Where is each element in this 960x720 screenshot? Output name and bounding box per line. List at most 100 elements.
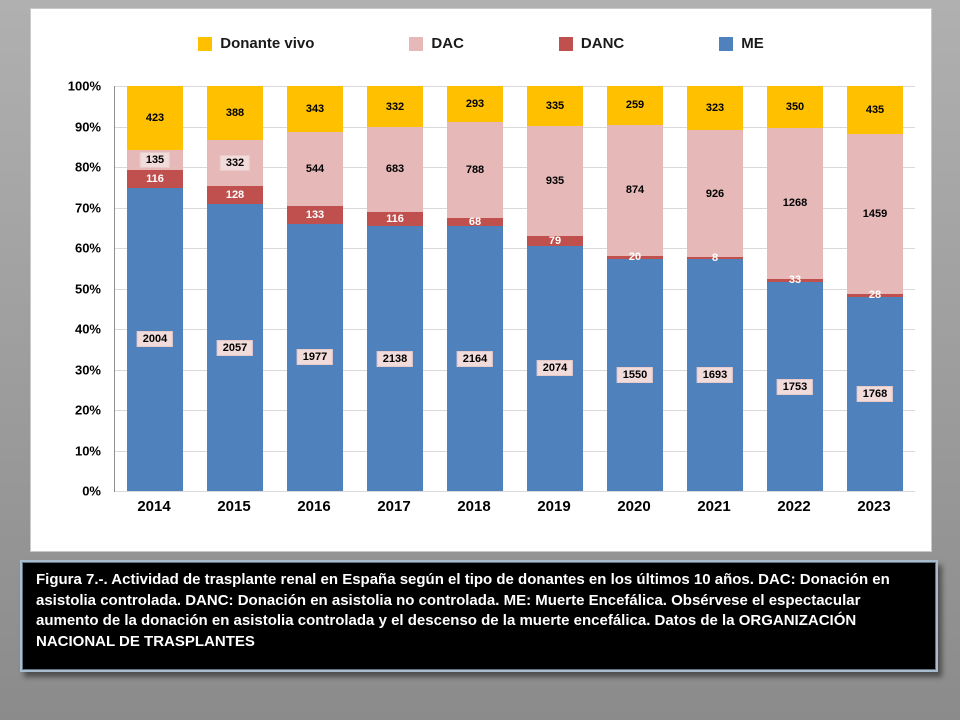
segment-dac-2019: 935	[527, 125, 583, 237]
segment-dac-2014: 135	[127, 149, 183, 171]
bar-2016: 343 544 133 1977	[287, 86, 343, 491]
bar-2017: 332 683 116 2138	[367, 86, 423, 491]
legend-item-danc: DANC	[558, 35, 625, 52]
y-tick-70: 70%	[74, 200, 101, 215]
segment-vivo-2020: 259	[607, 86, 663, 125]
legend-item-me: ME	[719, 35, 764, 52]
bar-2015: 388 332 128 2057	[207, 86, 263, 491]
y-tick-30: 30%	[74, 362, 101, 377]
segment-danc-2014: 116	[127, 170, 183, 188]
y-tick-0: 0%	[82, 483, 101, 499]
segment-me-2018: 2164	[447, 226, 503, 491]
bar-2018: 293 788 68 2164	[447, 86, 503, 491]
gridline	[115, 329, 915, 330]
segment-me-2021: 1693	[687, 258, 743, 491]
legend-label: DANC	[580, 35, 625, 52]
data-label-dac-2019: 935	[545, 174, 565, 187]
data-label-danc-2016: 133	[305, 208, 325, 221]
data-label-me-2023: 1768	[856, 385, 894, 402]
y-tick-100: 100%	[67, 78, 101, 94]
x-label-2016: 2016	[297, 498, 331, 515]
segment-vivo-2023: 435	[847, 86, 903, 134]
y-tick-10: 10%	[74, 443, 101, 458]
x-label-2015: 2015	[217, 498, 251, 515]
caption-text: Figura 7.-. Actividad de trasplante rena…	[36, 571, 890, 651]
data-label-danc-2023: 28	[868, 289, 882, 302]
legend-item-dac: DAC	[409, 35, 464, 52]
bar-2023: 435 1459 28 1768	[847, 86, 903, 491]
data-label-danc-2022: 33	[788, 274, 802, 287]
segment-danc-2017: 116	[367, 211, 423, 227]
x-label-2019: 2019	[537, 498, 571, 515]
segment-dac-2017: 683	[367, 127, 423, 212]
segment-danc-2021: 8	[687, 252, 743, 264]
segment-vivo-2018: 293	[447, 86, 503, 122]
data-label-dac-2015: 332	[219, 155, 251, 172]
data-label-danc-2015: 128	[225, 189, 245, 202]
data-label-dac-2016: 544	[305, 163, 325, 176]
data-label-danc-2020: 20	[628, 251, 642, 264]
legend-label: DAC	[431, 35, 464, 52]
x-axis: 2014 2015 2016 2017 2018 2019 2020 2021 2022 2023	[114, 498, 914, 515]
segment-dac-2016: 544	[287, 132, 343, 206]
bar-2019: 335 935 79 2074	[527, 86, 583, 491]
segment-vivo-2021: 323	[687, 86, 743, 131]
data-label-me-2022: 1753	[776, 378, 814, 395]
segment-dac-2021: 926	[687, 130, 743, 258]
gridline	[115, 126, 915, 128]
data-label-vivo-2017: 332	[385, 100, 405, 113]
segment-danc-2019: 79	[527, 235, 583, 247]
data-label-danc-2018: 68	[468, 216, 482, 229]
segment-vivo-2015: 388	[207, 86, 263, 141]
data-label-danc-2021: 8	[711, 252, 719, 265]
gridline	[115, 248, 915, 249]
y-axis: 100% 90% 80% 70% 60% 50% 40% 30% 20% 10% 0%	[31, 79, 109, 499]
segment-dac-2015: 332	[207, 140, 263, 187]
gridline	[115, 410, 915, 411]
data-label-me-2019: 2074	[536, 360, 574, 377]
data-label-vivo-2014: 423	[145, 111, 165, 124]
data-label-vivo-2021: 323	[705, 102, 725, 115]
segment-danc-2022: 33	[767, 274, 823, 286]
x-label-2020: 2020	[617, 498, 651, 515]
data-label-dac-2014: 135	[139, 152, 171, 169]
plot-wrap: 100% 90% 80% 70% 60% 50% 40% 30% 20% 10% 0% 423 135…	[31, 79, 931, 551]
data-label-me-2014: 2004	[136, 331, 174, 348]
legend-item-donante-vivo: Donante vivo	[198, 35, 314, 52]
legend-label: ME	[741, 35, 764, 52]
y-tick-50: 50%	[74, 281, 101, 296]
segment-danc-2018: 68	[447, 216, 503, 229]
gridline	[115, 207, 915, 209]
y-tick-80: 80%	[74, 159, 101, 175]
segment-danc-2016: 133	[287, 205, 343, 224]
gridline	[115, 369, 915, 371]
segment-vivo-2019: 335	[527, 86, 583, 126]
data-label-me-2021: 1693	[696, 366, 734, 383]
segment-danc-2020: 20	[607, 251, 663, 263]
data-label-vivo-2020: 259	[625, 99, 645, 112]
x-label-2014: 2014	[137, 498, 171, 515]
bars: 423 135 116 2004 388 332 128 2057 343 544 133 1977 3…	[115, 86, 915, 491]
legend-swatch-dac	[409, 36, 424, 51]
segment-vivo-2022: 350	[767, 86, 823, 128]
data-label-me-2015: 2057	[216, 339, 254, 356]
data-label-me-2017: 2138	[376, 350, 414, 367]
segment-danc-2015: 128	[207, 186, 263, 205]
legend-swatch-danc	[558, 36, 573, 51]
plot-area: 423 135 116 2004 388 332 128 2057 343 544 133 1977 3…	[114, 86, 915, 492]
data-label-dac-2017: 683	[385, 163, 405, 176]
caption-box: Figura 7.-. Actividad de trasplante rena…	[20, 560, 938, 672]
segment-me-2017: 2138	[367, 226, 423, 491]
segment-me-2015: 2057	[207, 204, 263, 491]
data-label-dac-2021: 926	[705, 187, 725, 200]
data-label-me-2018: 2164	[456, 350, 494, 367]
data-label-vivo-2023: 435	[865, 103, 885, 116]
gridline	[115, 86, 915, 87]
data-label-vivo-2018: 293	[465, 97, 485, 110]
data-label-dac-2022: 1268	[782, 197, 808, 210]
data-label-danc-2014: 116	[146, 173, 164, 186]
segment-dac-2018: 788	[447, 121, 503, 219]
segment-dac-2023: 1459	[847, 133, 903, 294]
data-label-me-2016: 1977	[296, 349, 334, 366]
